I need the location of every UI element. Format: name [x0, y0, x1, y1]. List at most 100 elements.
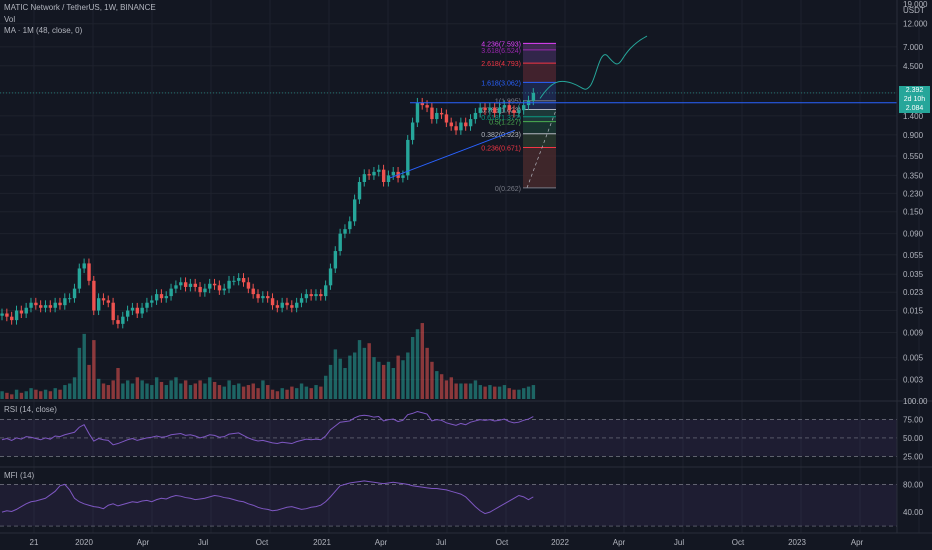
- volume-bar: [410, 337, 415, 399]
- volume-bar: [154, 377, 159, 399]
- time-tick-label: Oct: [496, 538, 509, 547]
- price-tick-label: 7.000: [903, 43, 924, 52]
- volume-bar: [87, 364, 91, 399]
- candle-body: [381, 169, 386, 183]
- volume-bar: [246, 385, 251, 399]
- volume-bar: [183, 380, 188, 399]
- last-price: 2.392: [905, 87, 924, 94]
- candle-body: [198, 286, 202, 293]
- time-tick-label: Apr: [375, 538, 388, 547]
- price-tick-label: 0.015: [903, 307, 924, 316]
- candle-body: [449, 122, 453, 127]
- volume-bar: [328, 364, 333, 399]
- volume-bar: [222, 386, 226, 399]
- volume-bar: [19, 392, 24, 399]
- volume-bar: [125, 380, 130, 399]
- rsi-pane: 100.00 75.00 50.00 25.00: [0, 397, 932, 461]
- volume-bar: [415, 329, 420, 399]
- fib-label: 3.618(6.524): [481, 48, 521, 55]
- price-tick-label: 12.000: [903, 20, 928, 29]
- candle-body: [299, 298, 304, 303]
- fibonacci-extension: 4.236(7.593)3.618(6.524) 2.618(4.793) 1.61…: [481, 41, 556, 193]
- time-tick-label: 21: [30, 538, 39, 547]
- volume-bar: [169, 380, 173, 399]
- candle-body: [145, 302, 149, 308]
- volume-bar: [237, 383, 241, 399]
- fib-band: [523, 63, 556, 83]
- candle-body: [497, 107, 502, 113]
- candle-body: [121, 316, 125, 324]
- candle-body: [140, 307, 144, 314]
- fib-band: [523, 147, 556, 188]
- volume-bar: [251, 383, 255, 399]
- volume-bar: [270, 389, 275, 399]
- candle-body: [5, 313, 9, 317]
- candle-body: [92, 280, 96, 311]
- rsi-line: [1, 411, 534, 446]
- volume-bar: [449, 377, 453, 399]
- fib-band: [523, 109, 556, 117]
- fib-band: [523, 121, 556, 134]
- candle-countdown: 2d 10h: [903, 96, 926, 103]
- volume-bar: [309, 388, 313, 399]
- candle-body: [459, 122, 463, 131]
- candle-body: [135, 307, 140, 314]
- ma-legend[interactable]: MA · 1M (48, close, 0): [4, 26, 83, 35]
- volume-bar: [34, 389, 38, 399]
- candle-body: [464, 122, 468, 127]
- fib-band: [523, 43, 556, 50]
- volume-bar: [10, 394, 14, 399]
- candle-body: [478, 107, 482, 113]
- volume-bar: [130, 383, 135, 399]
- projection-path: [539, 35, 648, 99]
- candle-body: [372, 171, 376, 176]
- mfi-legend[interactable]: MFI (14): [4, 471, 35, 480]
- volume-bar: [174, 377, 178, 399]
- fib-band: [523, 133, 556, 148]
- candle-body: [309, 294, 313, 297]
- candle-body: [188, 283, 193, 287]
- candle-body: [101, 298, 106, 301]
- currency-label: USDT: [903, 6, 925, 15]
- time-tick-label: Oct: [256, 538, 269, 547]
- candle-body: [280, 302, 284, 308]
- ma-price-badge: 2.084: [899, 104, 930, 113]
- volume-bar: [348, 355, 352, 399]
- time-axis[interactable]: 21 2020 Apr Jul Oct 2021 Apr Jul Oct 2022 Apr Jul Oc…: [30, 538, 864, 547]
- candle-body: [39, 305, 43, 308]
- fib-label: 0(0.262): [495, 186, 521, 193]
- candle-body: [58, 302, 62, 306]
- volume-bar: [212, 381, 217, 399]
- time-tick-label: 2021: [313, 538, 331, 547]
- volume-bar: [280, 388, 284, 399]
- candle-body: [367, 174, 371, 176]
- mfi-pane: 80.00 40.00: [0, 466, 932, 527]
- rsi-tick-label: 75.00: [903, 415, 924, 424]
- volume-bar: [507, 388, 511, 399]
- volume-bar: [381, 364, 386, 399]
- candle-body: [425, 105, 429, 108]
- volume-bar: [483, 386, 487, 399]
- volume-bar: [145, 383, 149, 399]
- volume-legend[interactable]: Vol: [4, 15, 16, 24]
- price-axis[interactable]: 19.000 12.000 7.000 4.500 1.400 0.900 0.550 0.3…: [0, 0, 932, 534]
- candle-body: [116, 320, 120, 324]
- symbol-title[interactable]: MATIC Network / TetherUS, 1W, BINANCE: [4, 3, 156, 12]
- volume-bar: [63, 385, 67, 399]
- candle-body: [10, 316, 14, 321]
- time-tick-label: Jul: [436, 538, 446, 547]
- candle-body: [314, 294, 318, 297]
- candle-body: [333, 251, 338, 269]
- candle-body: [63, 298, 67, 306]
- candle-body: [203, 288, 207, 293]
- candle-body: [222, 288, 226, 291]
- candle-body: [0, 313, 4, 316]
- rsi-legend[interactable]: RSI (14, close): [4, 405, 57, 414]
- price-tick-label: 0.150: [903, 208, 924, 217]
- price-tick-label: 0.900: [903, 131, 924, 140]
- candle-body: [522, 105, 526, 111]
- candle-body: [377, 169, 381, 172]
- candle-body: [415, 102, 420, 123]
- fib-band: [523, 100, 556, 110]
